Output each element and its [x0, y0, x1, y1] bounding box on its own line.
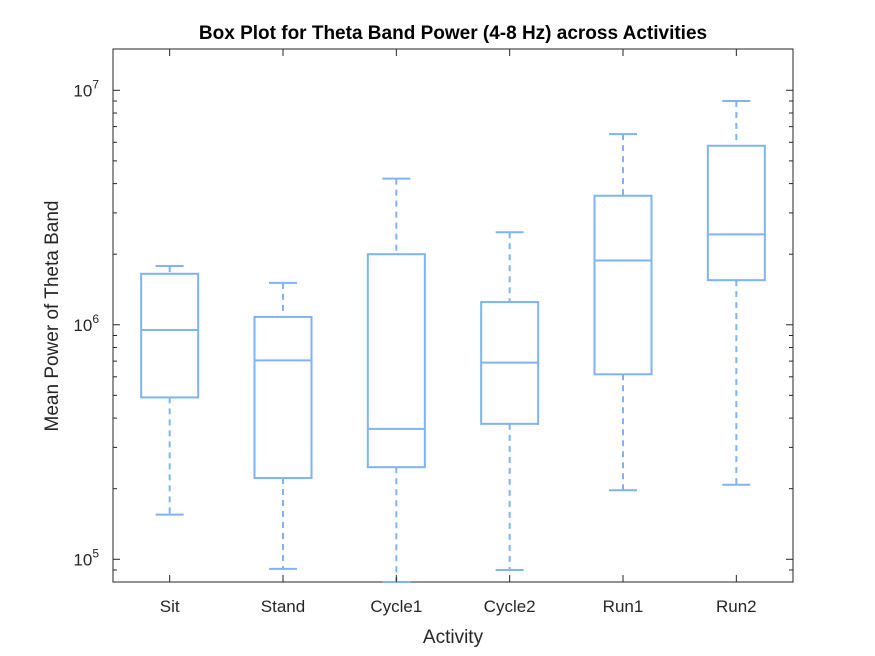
box-cycle1 — [366, 177, 426, 583]
box-sit — [140, 265, 200, 516]
x-tick-label: Cycle2 — [484, 597, 536, 616]
plot-area — [112, 48, 794, 583]
x-axis-ticks: Sit Stand Cycle1 Cycle2 Run1 Run2 — [160, 49, 757, 616]
x-tick-label: Run1 — [603, 597, 644, 616]
y-axis-label: Mean Power of Theta Band — [42, 201, 63, 432]
y-tick-label: 106 — [73, 312, 99, 335]
y-tick-label-exponent: 7 — [92, 77, 99, 91]
x-tick-label: Sit — [160, 597, 180, 616]
box-cycle2 — [480, 231, 540, 572]
box-stand — [253, 281, 313, 570]
iqr-box — [706, 144, 766, 282]
box-run2 — [706, 100, 766, 486]
y-tick-label-base: 10 — [73, 550, 92, 569]
y-tick-label-base: 10 — [73, 316, 92, 335]
x-tick-label: Run2 — [716, 597, 757, 616]
y-tick-label-base: 10 — [73, 81, 92, 100]
box-run1 — [593, 133, 653, 492]
iqr-box — [366, 253, 426, 469]
x-tick-label: Stand — [261, 597, 305, 616]
iqr-box — [253, 315, 313, 480]
iqr-box — [140, 272, 200, 399]
y-tick-label-exponent: 6 — [92, 312, 99, 326]
y-tick-label: 105 — [73, 546, 99, 569]
x-tick-label: Cycle1 — [370, 597, 422, 616]
y-tick-label: 107 — [73, 77, 99, 100]
y-tick-label-exponent: 5 — [92, 546, 99, 560]
iqr-box — [593, 194, 653, 376]
axes-frame — [112, 48, 794, 583]
chart-title: Box Plot for Theta Band Power (4-8 Hz) a… — [199, 23, 707, 44]
x-axis-label: Activity — [423, 627, 484, 648]
